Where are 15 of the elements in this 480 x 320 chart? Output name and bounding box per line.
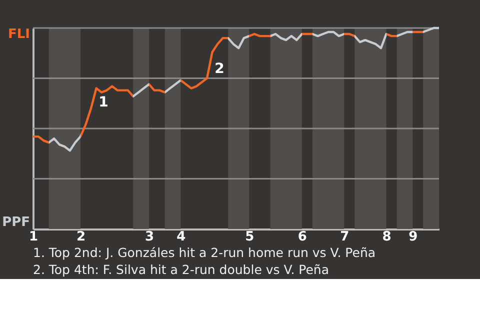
annotation: 2 xyxy=(214,61,224,78)
x-tick-label: 4 xyxy=(176,230,186,244)
x-tick-label: 6 xyxy=(298,230,307,244)
text: FLI xyxy=(8,27,30,42)
x-tick-label: 7 xyxy=(340,230,350,244)
text: PPF xyxy=(2,215,30,230)
x-tick-label: 1 xyxy=(28,230,38,244)
x-tick-label: 2 xyxy=(76,230,86,244)
x-tick-label: 3 xyxy=(144,230,154,244)
annotation: 1 xyxy=(98,94,108,110)
text: 1. Top 2nd: J. Gonzáles hit a 2-run home run vs V. Peña xyxy=(33,245,376,260)
text: 2. Top 4th: F. Silva hit a 2-run double vs V. Peña xyxy=(33,262,330,277)
x-tick-label: 9 xyxy=(408,230,418,244)
x-tick-label: 5 xyxy=(245,230,254,244)
x-tick-label: 8 xyxy=(382,230,392,244)
